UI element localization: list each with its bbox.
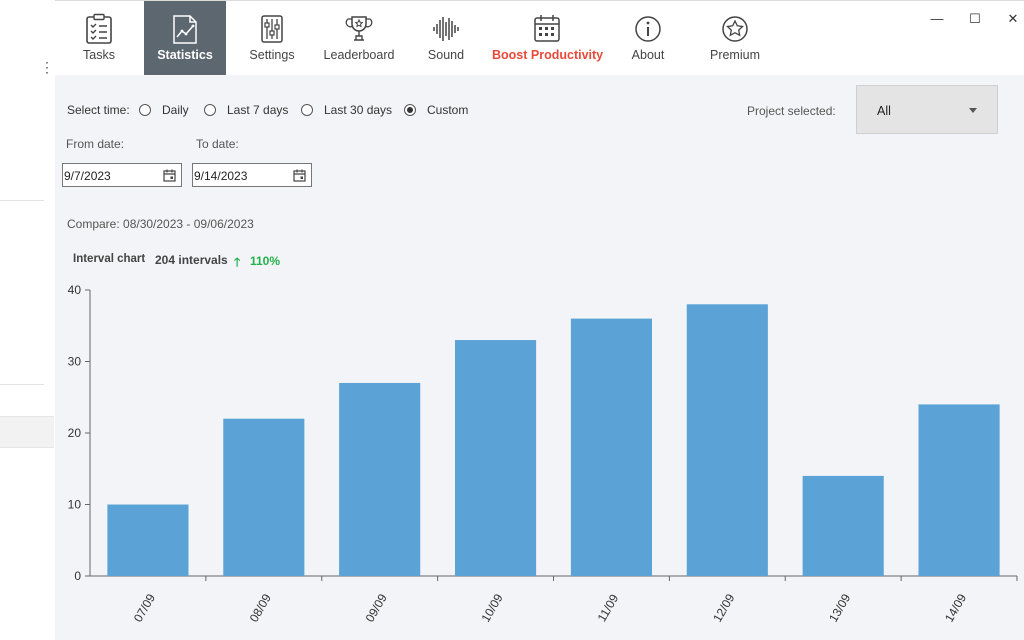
info-icon: [635, 16, 661, 42]
select-time-label: Select time:: [67, 103, 130, 117]
y-tick-label: 20: [68, 426, 82, 440]
calendar-icon[interactable]: [293, 169, 306, 182]
to-date-value: 9/14/2023: [194, 169, 248, 183]
star-badge-icon: [722, 16, 748, 42]
tab-label: Statistics: [157, 48, 213, 62]
bar-09-09: [339, 382, 421, 576]
y-tick-label: 0: [74, 569, 81, 583]
x-tick-label: 07/09: [131, 591, 158, 624]
radio-custom-label[interactable]: Custom: [427, 103, 469, 117]
tab-label: About: [631, 48, 665, 62]
left-pane: ⋮: [0, 0, 56, 640]
y-tick-label: 10: [68, 498, 82, 512]
tab-about[interactable]: About: [612, 1, 684, 75]
y-tick-label: 30: [68, 355, 82, 369]
calendar-icon[interactable]: [163, 169, 176, 182]
calendar-icon: [534, 15, 560, 42]
radio-last-30-days-label[interactable]: Last 30 days: [324, 103, 393, 117]
radio-custom[interactable]: [404, 104, 416, 116]
bar-14-09: [918, 404, 1000, 576]
bar-13-09: [802, 475, 884, 576]
from-date-value: 9/7/2023: [64, 169, 111, 183]
interval-chart-title: Interval chart: [73, 253, 146, 265]
to-date-label: To date:: [196, 137, 239, 151]
chevron-down-icon: [969, 108, 977, 113]
x-tick-label: 13/09: [826, 591, 853, 624]
x-tick-label: 08/09: [247, 591, 274, 624]
selected-list-item[interactable]: [0, 416, 54, 448]
interval-count: 204 intervals: [155, 253, 228, 267]
tab-premium[interactable]: Premium: [694, 1, 776, 75]
tab-leaderboard[interactable]: Leaderboard: [318, 1, 400, 75]
clipboard-checklist-icon: [86, 13, 112, 44]
soundwave-icon: [433, 17, 459, 41]
y-tick-label: 40: [68, 283, 82, 297]
bar-11-09: [570, 318, 652, 576]
from-date-picker[interactable]: 9/7/2023: [62, 163, 182, 187]
project-dropdown[interactable]: All: [856, 85, 998, 134]
divider: [0, 384, 44, 385]
x-tick-label: 10/09: [479, 591, 506, 624]
bar-07-09: [107, 504, 189, 576]
window-top-border: [55, 0, 1024, 1]
radio-daily[interactable]: [139, 104, 151, 116]
x-tick-label: 09/09: [363, 591, 390, 624]
tab-label: Tasks: [83, 48, 115, 62]
tab-boost-productivity[interactable]: Boost Productivity: [492, 1, 604, 75]
more-options-icon[interactable]: ⋮: [40, 59, 54, 75]
divider: [0, 200, 44, 201]
bar-08-09: [223, 418, 305, 576]
tab-sound[interactable]: Sound: [410, 1, 482, 75]
tab-label: Premium: [709, 48, 760, 62]
radio-last-30-days[interactable]: [301, 104, 313, 116]
tab-label: Sound: [427, 48, 465, 62]
tab-statistics[interactable]: Statistics: [144, 1, 226, 75]
project-selected-label: Project selected:: [747, 104, 836, 118]
to-date-picker[interactable]: 9/14/2023: [192, 163, 312, 187]
compare-range: Compare: 08/30/2023 - 09/06/2023: [67, 217, 254, 231]
tab-label: Boost Productivity: [492, 48, 604, 62]
minimize-button[interactable]: —: [930, 11, 944, 26]
top-navigation: Tasks Statistics Settings Leaderboard: [55, 1, 1024, 75]
interval-bar-chart: 0 10 20 30 40 07/09 08/09 09/09 10/09 11/09 12/09 1…: [68, 283, 1018, 625]
x-tick-label: 12/09: [710, 591, 737, 624]
chart-document-icon: [173, 15, 197, 44]
sliders-icon: [261, 15, 283, 43]
x-tick-label: 14/09: [942, 591, 969, 624]
tab-tasks[interactable]: Tasks: [55, 1, 143, 75]
bar-12-09: [686, 304, 768, 576]
trophy-icon: [345, 16, 373, 41]
x-tick-label: 11/09: [595, 592, 622, 625]
tab-label: Leaderboard: [323, 48, 395, 62]
tab-label: Settings: [249, 48, 295, 62]
project-dropdown-value: All: [877, 104, 891, 118]
bar-10-09: [455, 340, 537, 576]
radio-last-7-days-label[interactable]: Last 7 days: [227, 103, 289, 117]
close-button[interactable]: ✕: [1007, 11, 1019, 26]
radio-daily-label[interactable]: Daily: [162, 103, 189, 117]
radio-last-7-days[interactable]: [204, 104, 216, 116]
maximize-button[interactable]: ☐: [969, 11, 981, 26]
from-date-label: From date:: [66, 137, 125, 151]
increase-percent: 110%: [250, 254, 281, 268]
arrow-up-icon: 🡑: [234, 255, 241, 269]
tab-settings[interactable]: Settings: [236, 1, 308, 75]
